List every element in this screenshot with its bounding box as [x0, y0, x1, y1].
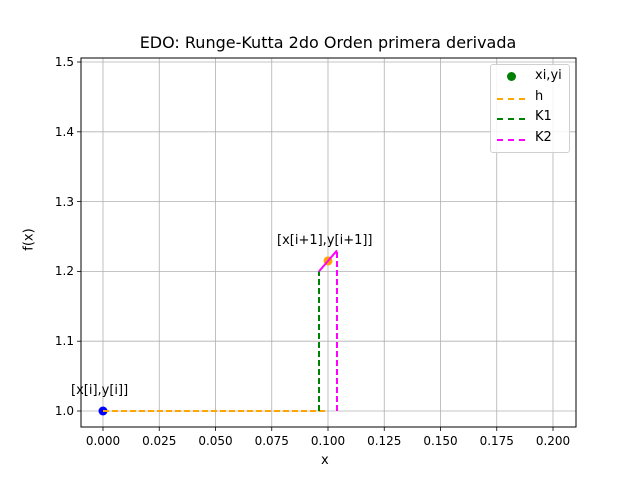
- x-tick-label: 0.050: [198, 434, 233, 448]
- legend-item-xiyi: xi,yi: [491, 68, 569, 88]
- y-tick-label: 1.4: [54, 124, 74, 139]
- legend-item-k1: K1: [491, 109, 569, 129]
- plot-series: [98, 249, 338, 416]
- x-tick-label: 0.100: [310, 434, 346, 448]
- series-line: [318, 249, 338, 273]
- x-tick-label: 0.075: [254, 434, 289, 448]
- y-tick-label: 1.1: [54, 334, 74, 349]
- y-tick-label: 1.5: [54, 55, 74, 69]
- y-tick-label: 1.2: [54, 264, 74, 279]
- chart-title: EDO: Runge-Kutta 2do Orden primera deriv…: [139, 33, 517, 52]
- legend-marker-icon: [507, 72, 516, 81]
- annotation-next-point: [x[i+1],y[i+1]]: [277, 233, 373, 248]
- x-tick-label: 0.200: [535, 434, 571, 448]
- x-tick-label: 0.150: [423, 434, 458, 448]
- annotation-start-point: [x[i],y[i]]: [71, 383, 129, 398]
- y-axis-label: f(x): [21, 228, 37, 251]
- legend-item-k2: K2: [491, 130, 569, 150]
- x-axis-label: x: [321, 453, 329, 468]
- legend-dash-icon: [497, 118, 525, 120]
- legend-item-h: h: [491, 89, 569, 109]
- x-tick-label: 0.000: [85, 434, 121, 448]
- axes-frame: [80, 57, 577, 428]
- x-tick-label: 0.125: [367, 434, 402, 448]
- y-tick-label: 1.3: [54, 194, 74, 209]
- x-tick-label: 0.025: [142, 434, 177, 448]
- legend: xi,yi h K1 K2: [490, 64, 570, 153]
- legend-dash-icon: [497, 139, 525, 141]
- axis-ticks: [77, 61, 554, 431]
- legend-dash-icon: [497, 98, 525, 100]
- y-tick-label: 1.0: [54, 404, 74, 418]
- x-tick-label: 0.175: [479, 434, 514, 448]
